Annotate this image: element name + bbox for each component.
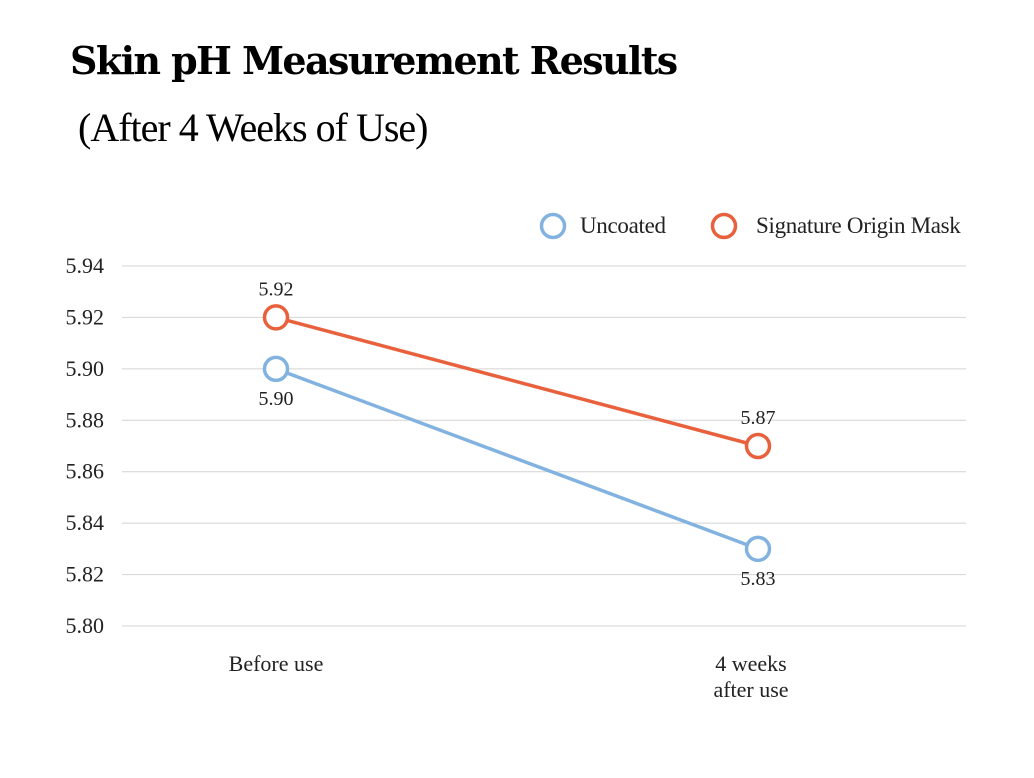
data-point bbox=[744, 432, 772, 460]
data-label: 5.83 bbox=[741, 568, 776, 590]
data-point bbox=[262, 355, 290, 383]
y-tick-label: 5.90 bbox=[66, 356, 105, 381]
y-tick-label: 5.80 bbox=[66, 613, 105, 638]
legend-marker bbox=[710, 212, 738, 240]
data-labels: 5.90 5.83 5.92 5.87 bbox=[259, 278, 776, 589]
y-tick-label: 5.88 bbox=[66, 407, 105, 432]
legend-item: Uncoated bbox=[539, 212, 667, 240]
chart-subtitle: (After 4 Weeks of Use) bbox=[78, 105, 428, 150]
gridlines bbox=[122, 265, 966, 627]
data-label: 5.92 bbox=[259, 278, 294, 300]
x-tick-label: Before use bbox=[229, 651, 324, 676]
data-point bbox=[262, 304, 290, 331]
chart-title: Skin pH Measurement Results bbox=[70, 38, 678, 83]
series-line bbox=[274, 315, 760, 448]
legend-label: Uncoated bbox=[580, 213, 667, 238]
y-tick-label: 5.82 bbox=[66, 562, 105, 587]
legend-item: Signature Origin Mask bbox=[710, 212, 962, 240]
data-label: 5.90 bbox=[259, 388, 294, 410]
y-axis-tick-labels: 5.80 5.82 5.84 5.86 5.88 5.90 5.92 5.94 bbox=[66, 253, 105, 638]
legend-marker bbox=[539, 212, 567, 240]
y-tick-label: 5.86 bbox=[66, 459, 105, 484]
legend: Uncoated Signature Origin Mask bbox=[539, 212, 962, 240]
y-tick-label: 5.84 bbox=[66, 510, 105, 535]
data-label: 5.87 bbox=[741, 407, 776, 429]
x-tick-label: 4 weeks bbox=[715, 651, 786, 676]
y-tick-label: 5.94 bbox=[66, 253, 105, 278]
series-group bbox=[262, 304, 772, 563]
y-tick-label: 5.92 bbox=[66, 304, 105, 329]
legend-label: Signature Origin Mask bbox=[756, 213, 961, 238]
series-line bbox=[274, 367, 760, 551]
x-tick-label: after use bbox=[713, 677, 788, 702]
data-point bbox=[744, 535, 772, 563]
